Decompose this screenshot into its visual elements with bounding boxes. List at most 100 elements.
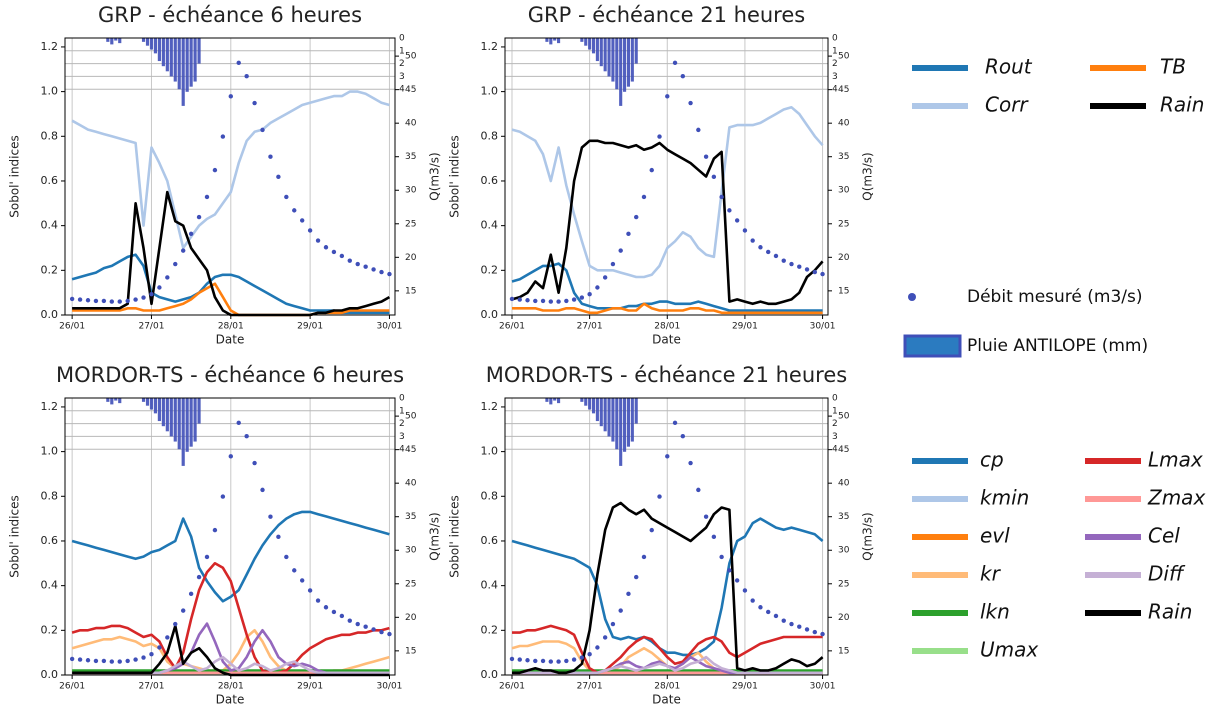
discharge-point bbox=[734, 218, 740, 223]
discharge-point bbox=[602, 275, 608, 280]
discharge-point bbox=[571, 657, 577, 662]
rain-bar bbox=[623, 38, 627, 92]
discharge-point bbox=[610, 261, 616, 267]
rain-bar bbox=[110, 398, 114, 405]
rain-bar bbox=[626, 398, 631, 447]
discharge-point bbox=[734, 578, 740, 583]
discharge-point bbox=[125, 658, 130, 664]
rain-tick-label: 1 bbox=[832, 46, 838, 56]
y-tick-label: 0.0 bbox=[41, 668, 59, 681]
chart-title: GRP - échéance 6 heures bbox=[98, 3, 362, 27]
y2-tick-label: 50 bbox=[405, 52, 417, 62]
discharge-point bbox=[540, 298, 546, 304]
rain-bar bbox=[626, 38, 631, 87]
y2-tick-label: 25 bbox=[838, 579, 849, 589]
discharge-point bbox=[315, 598, 321, 603]
legend-label: Lmax bbox=[1148, 448, 1203, 472]
rain-bar bbox=[161, 398, 165, 427]
y-tick-label: 1.0 bbox=[481, 445, 499, 458]
legend-label: Zmax bbox=[1147, 486, 1205, 510]
discharge-point bbox=[525, 298, 530, 303]
rain-tick-label: 3 bbox=[832, 432, 838, 442]
discharge-point bbox=[244, 434, 249, 439]
rain-bar bbox=[173, 38, 177, 82]
discharge-point bbox=[548, 659, 554, 664]
x-tick-label: 29/01 bbox=[297, 322, 323, 332]
discharge-point bbox=[284, 554, 289, 560]
chart-title: MORDOR-TS - échéance 6 heures bbox=[56, 363, 404, 387]
discharge-point bbox=[812, 269, 818, 275]
discharge-point bbox=[323, 245, 329, 250]
y2-axis-label: Q(m3/s) bbox=[861, 512, 875, 560]
discharge-point bbox=[85, 298, 91, 303]
discharge-point bbox=[77, 657, 83, 662]
rain-bar bbox=[615, 38, 619, 90]
discharge-point bbox=[680, 74, 686, 79]
discharge-point bbox=[307, 228, 313, 233]
discharge-point bbox=[665, 94, 670, 99]
rain-bar bbox=[189, 398, 193, 447]
discharge-point bbox=[758, 605, 763, 610]
y-tick-label: 0.6 bbox=[41, 534, 59, 547]
rain-bar bbox=[141, 38, 146, 42]
rain-bar bbox=[591, 38, 596, 54]
rain-bar bbox=[193, 398, 197, 442]
rain-bar bbox=[607, 398, 611, 437]
discharge-point bbox=[212, 167, 218, 173]
rain-bar bbox=[106, 398, 110, 402]
discharge-point bbox=[657, 494, 662, 499]
y-tick-label: 0.4 bbox=[481, 219, 499, 232]
rain-bar bbox=[619, 398, 623, 466]
y2-tick-label: 15 bbox=[405, 286, 416, 296]
y-axis-label: Sobol' indices bbox=[8, 135, 22, 218]
discharge-point bbox=[564, 298, 569, 304]
discharge-point bbox=[141, 295, 146, 300]
rain-bar bbox=[619, 38, 623, 106]
discharge-point bbox=[812, 629, 818, 635]
x-tick-label: 30/01 bbox=[376, 682, 402, 692]
discharge-point bbox=[371, 627, 376, 632]
discharge-point bbox=[556, 659, 561, 664]
plot-area bbox=[65, 38, 395, 315]
rain-bar bbox=[181, 398, 185, 466]
discharge-point bbox=[517, 657, 522, 662]
discharge-point bbox=[719, 554, 724, 560]
y2-tick-label: 20 bbox=[838, 253, 850, 263]
y2-tick-label: 15 bbox=[838, 646, 849, 656]
discharge-point bbox=[610, 621, 616, 627]
rain-bar bbox=[141, 398, 146, 402]
discharge-point bbox=[387, 271, 392, 277]
rain-tick-label: 4 bbox=[832, 85, 838, 95]
discharge-point bbox=[204, 194, 210, 200]
y-tick-label: 0.8 bbox=[41, 129, 59, 142]
discharge-point bbox=[347, 618, 352, 623]
x-tick-label: 26/01 bbox=[59, 682, 85, 692]
legend-label: Rain bbox=[1160, 93, 1204, 117]
discharge-point bbox=[109, 299, 115, 304]
y2-tick-label: 40 bbox=[838, 479, 850, 489]
discharge-point bbox=[742, 588, 748, 593]
y-tick-label: 0.0 bbox=[481, 668, 499, 681]
rain-bar bbox=[165, 398, 169, 432]
rain-bar bbox=[169, 38, 173, 77]
rain-bar bbox=[110, 38, 114, 45]
discharge-point bbox=[133, 297, 138, 302]
discharge-point bbox=[727, 208, 732, 213]
discharge-point bbox=[284, 194, 289, 200]
rain-bar bbox=[549, 38, 553, 45]
discharge-point bbox=[228, 454, 233, 459]
plot-frame bbox=[504, 37, 829, 316]
plot-frame bbox=[504, 397, 829, 676]
legend-label: evl bbox=[980, 524, 1010, 548]
discharge-point bbox=[579, 295, 585, 300]
y-axis-label: Sobol' indices bbox=[8, 495, 22, 578]
discharge-point bbox=[626, 231, 631, 237]
discharge-point bbox=[548, 299, 554, 304]
y2-tick-label: 20 bbox=[838, 613, 850, 623]
x-tick-label: 26/01 bbox=[499, 682, 525, 692]
discharge-point bbox=[797, 264, 802, 269]
x-axis-label: Date bbox=[216, 693, 245, 707]
y-tick-label: 0.2 bbox=[481, 263, 499, 276]
discharge-point bbox=[339, 253, 345, 259]
discharge-point bbox=[587, 652, 592, 657]
